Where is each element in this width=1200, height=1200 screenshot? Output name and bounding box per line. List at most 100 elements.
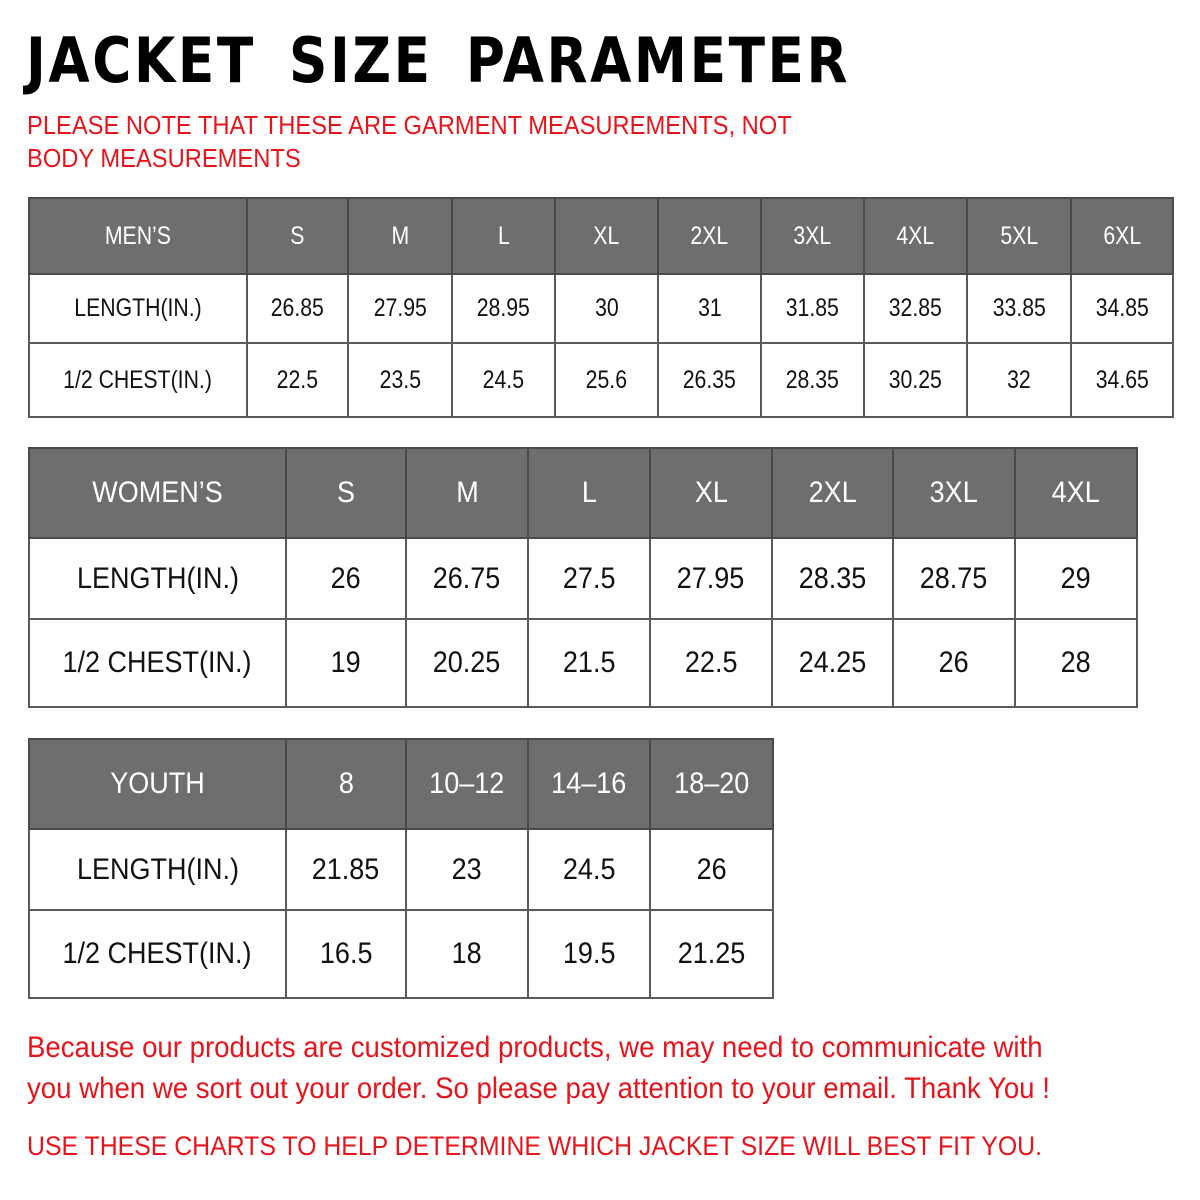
page-title: JACKET SIZE PARAMETER <box>26 24 851 97</box>
cell-text: S <box>336 476 355 509</box>
cell-text: 26.35 <box>682 365 737 394</box>
value-cell: 26.75 <box>405 537 529 620</box>
value-cell: 20.25 <box>405 618 529 708</box>
size-header-cell: M <box>405 447 529 539</box>
cell-text: MEN’S <box>104 221 172 250</box>
value-cell: 27.5 <box>527 537 651 620</box>
size-header-cell: S <box>285 447 407 539</box>
cell-text: WOMEN’S <box>92 476 223 509</box>
header-row: WOMEN’S S M L XL 2XL 3XL 4XL <box>28 447 1138 539</box>
cell-text: 8 <box>338 767 354 800</box>
value-cell: 25.6 <box>554 342 659 418</box>
size-header-cell: 4XL <box>863 197 968 275</box>
cell-text: 1/2 CHEST(IN.) <box>62 646 253 679</box>
size-header-cell: 14–16 <box>527 738 651 830</box>
cell-text: 32.85 <box>888 294 943 322</box>
row-label-cell: LENGTH(IN.) <box>28 828 287 911</box>
row-label-cell: 1/2 CHEST(IN.) <box>28 342 248 418</box>
customization-message: Because our products are customized prod… <box>27 1031 1050 1105</box>
cell-text: 2XL <box>690 221 729 250</box>
value-cell: 32 <box>966 342 1072 418</box>
size-header-cell: XL <box>554 197 659 275</box>
value-cell: 28.75 <box>892 537 1016 620</box>
cell-text: S <box>290 221 305 250</box>
cell-text: XL <box>593 221 620 250</box>
value-cell: 22.5 <box>649 618 773 708</box>
table-row: LENGTH(IN.) 21.85 23 24.5 26 <box>28 828 774 911</box>
value-cell: 22.5 <box>246 342 349 418</box>
size-header-cell: XL <box>649 447 773 539</box>
cell-text: 28.75 <box>920 561 988 595</box>
value-cell: 26 <box>892 618 1016 708</box>
size-header-cell: 6XL <box>1070 197 1174 275</box>
cell-text: 10–12 <box>429 767 505 800</box>
cell-text: 26.75 <box>433 561 501 595</box>
value-cell: 28.95 <box>451 273 556 344</box>
value-cell: 21.25 <box>649 909 774 999</box>
cell-text: 30.25 <box>888 365 943 394</box>
value-cell: 24.5 <box>451 342 556 418</box>
cell-text: 28.95 <box>476 294 531 322</box>
row-label-cell: 1/2 CHEST(IN.) <box>28 618 287 708</box>
cell-text: 31.85 <box>785 294 840 322</box>
cell-text: 1/2 CHEST(IN.) <box>63 365 213 394</box>
size-header-cell: 2XL <box>657 197 762 275</box>
cell-text: LENGTH(IN.) <box>76 561 239 595</box>
cell-text: 6XL <box>1103 221 1141 250</box>
header-row: MEN’S S M L XL 2XL 3XL 4XL 5XL 6XL <box>28 197 1174 275</box>
cell-text: 25.6 <box>585 365 628 394</box>
value-cell: 23.5 <box>347 342 453 418</box>
cell-text: 26 <box>938 646 970 679</box>
cell-text: 24.5 <box>562 852 616 886</box>
cell-text: 19 <box>330 646 362 679</box>
table-row: 1/2 CHEST(IN.) 16.5 18 19.5 21.25 <box>28 909 774 999</box>
cell-text: 28.35 <box>785 365 840 394</box>
cell-text: 28 <box>1060 646 1092 679</box>
cell-text: 22.5 <box>276 365 319 394</box>
value-cell: 30.25 <box>863 342 968 418</box>
cell-text: XL <box>694 476 728 509</box>
value-cell: 34.65 <box>1070 342 1174 418</box>
cell-text: 27.5 <box>562 561 616 595</box>
value-cell: 19.5 <box>527 909 651 999</box>
cell-text: 26 <box>330 561 362 595</box>
cell-text: 22.5 <box>684 646 738 679</box>
size-header-cell: 18–20 <box>649 738 774 830</box>
size-header-cell: 3XL <box>892 447 1016 539</box>
measurement-note: PLEASE NOTE THAT THESE ARE GARMENT MEASU… <box>27 112 792 173</box>
header-row: YOUTH 8 10–12 14–16 18–20 <box>28 738 774 830</box>
table-row: 1/2 CHEST(IN.) 22.5 23.5 24.5 25.6 26.35 28.35… <box>28 342 1174 418</box>
value-cell: 29 <box>1014 537 1138 620</box>
cell-text: M <box>455 476 479 509</box>
row-label-cell: LENGTH(IN.) <box>28 273 248 344</box>
cell-text: 21.85 <box>312 852 380 886</box>
value-cell: 33.85 <box>966 273 1072 344</box>
cell-text: 4XL <box>1051 476 1101 509</box>
size-header-cell: 2XL <box>771 447 894 539</box>
value-cell: 31.85 <box>760 273 865 344</box>
value-cell: 26.85 <box>246 273 349 344</box>
youth-size-table: YOUTH 8 10–12 14–16 18–20 LENGTH(IN.) 21.85 23 2… <box>28 738 774 999</box>
cell-text: 30 <box>594 294 619 322</box>
sizing-advice: USE THESE CHARTS TO HELP DETERMINE WHICH… <box>27 1131 1042 1161</box>
women-size-table: WOMEN’S S M L XL 2XL 3XL 4XL LENGTH(IN.) 26 26.75 2… <box>28 447 1138 708</box>
cell-text: 23.5 <box>379 365 421 394</box>
cell-text: L <box>497 221 510 250</box>
cell-text: 33.85 <box>992 294 1046 322</box>
cell-text: 2XL <box>808 476 857 509</box>
cell-text: 3XL <box>929 476 979 509</box>
cell-text: 23 <box>451 852 483 886</box>
value-cell: 30 <box>554 273 659 344</box>
table-title-cell: YOUTH <box>28 738 287 830</box>
size-header-cell: S <box>246 197 349 275</box>
value-cell: 21.85 <box>285 828 407 911</box>
cell-text: 21.5 <box>562 646 616 679</box>
table-title-cell: MEN’S <box>28 197 248 275</box>
cell-text: 4XL <box>896 221 935 250</box>
cell-text: YOUTH <box>110 767 205 800</box>
size-header-cell: M <box>347 197 453 275</box>
size-header-cell: L <box>451 197 556 275</box>
men-size-table: MEN’S S M L XL 2XL 3XL 4XL 5XL 6XL LENGTH(IN.) 26.8… <box>28 197 1174 418</box>
size-header-cell: 4XL <box>1014 447 1138 539</box>
cell-text: 24.5 <box>482 365 525 394</box>
